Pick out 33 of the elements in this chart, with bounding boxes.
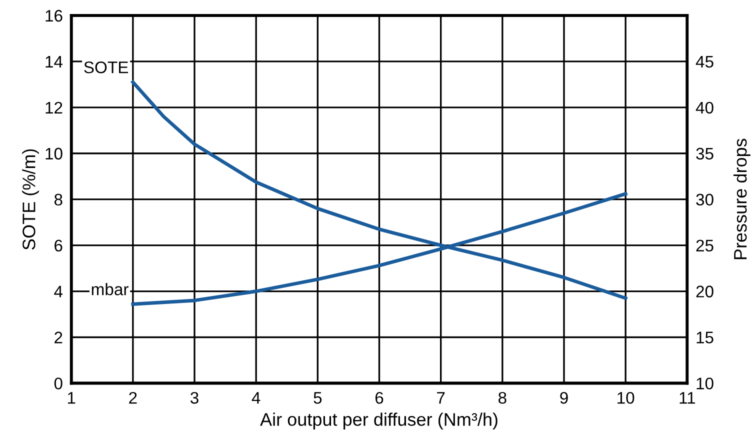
x-tick-label: 11: [680, 392, 696, 404]
y-tick-label: 16: [46, 10, 62, 22]
y-tick-label: 2: [54, 332, 62, 344]
y-axis-title: SOTE (%/m): [22, 149, 39, 250]
y-tick-label: 10: [46, 148, 62, 160]
series-label: mbar: [92, 283, 128, 296]
y2-tick-label: 40: [696, 102, 714, 114]
y-tick-label: 12: [46, 102, 62, 114]
y2-tick-label: 25: [696, 240, 714, 252]
series-label: SOTE: [84, 61, 128, 74]
y-tick-label: 6: [54, 240, 62, 252]
x-tick-label: 3: [190, 392, 198, 404]
y2-tick-label: 15: [696, 332, 714, 344]
x-tick-label: 10: [618, 392, 634, 404]
x-tick-label: 6: [375, 392, 384, 404]
y2-tick-label: 20: [696, 286, 714, 298]
y-tick-label: 14: [46, 56, 63, 68]
x-tick-label: 5: [314, 392, 322, 404]
y2-tick-label: 30: [696, 194, 714, 206]
y-tick-label: 4: [54, 286, 63, 298]
x-tick-label: 8: [498, 392, 506, 404]
x-tick-label: 9: [560, 392, 568, 404]
y2-axis-title: Pressure drops: [733, 138, 750, 260]
y2-tick-label: 45: [696, 56, 714, 68]
y-tick-label: 8: [54, 194, 62, 206]
x-tick-label: 4: [252, 392, 260, 404]
y2-tick-label: 10: [696, 378, 714, 390]
x-tick-label: 7: [437, 392, 445, 404]
x-tick-label: 2: [129, 392, 137, 404]
x-axis-title: Air output per diffuser (Nm³/h): [260, 412, 498, 430]
x-tick-label: 1: [68, 392, 76, 404]
y-tick-label: 0: [54, 378, 62, 390]
y2-tick-label: 35: [696, 148, 714, 160]
